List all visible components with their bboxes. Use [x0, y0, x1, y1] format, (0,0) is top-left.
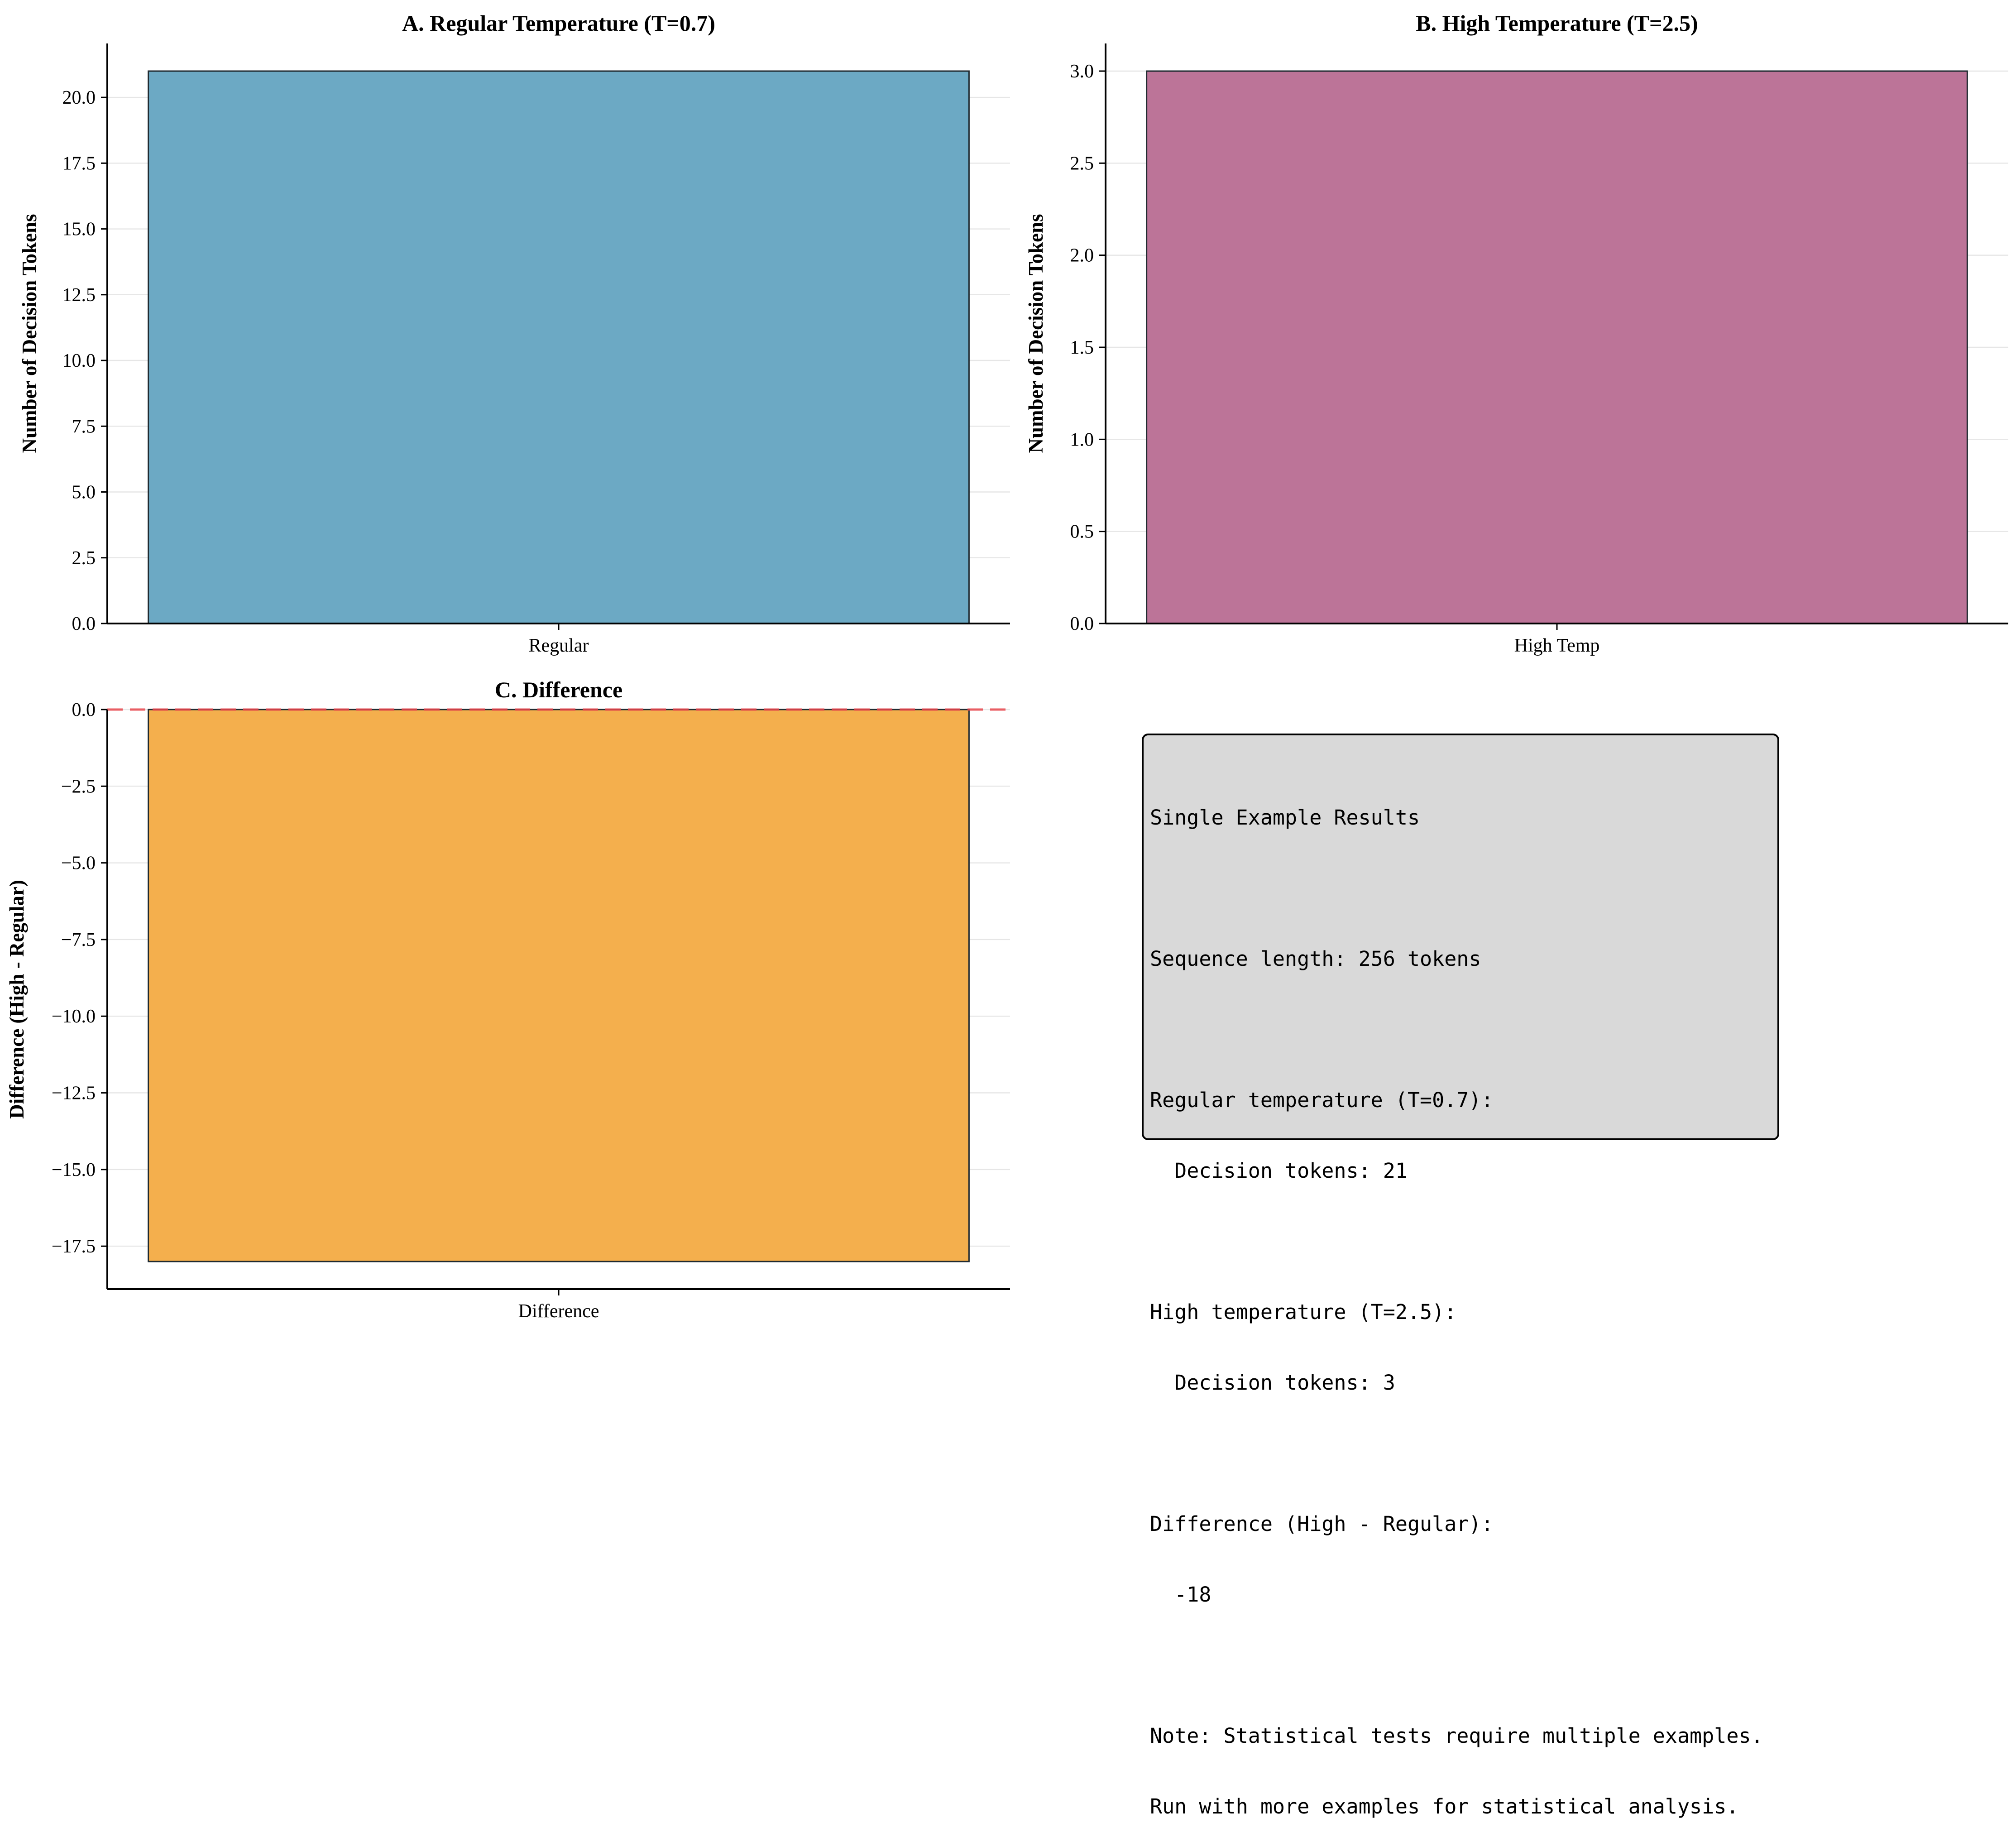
y-tick-label: 2.0: [1070, 245, 1094, 266]
bar-high-temp: [1146, 70, 1968, 624]
summary-line: [1150, 1018, 1777, 1041]
panel-a-chart: 0.0 2.5 5.0 7.5 10.0 12.5 15.0 17.5 20.0 Regular A…: [18, 10, 1010, 656]
y-tick-label: 15.0: [62, 219, 96, 240]
summary-line: [1150, 1442, 1777, 1465]
summary-box: Single Example Results Sequence length: …: [1142, 734, 1779, 1818]
y-tick-label: 10.0: [62, 350, 96, 371]
panel-c-y-axis-label: Difference (High - Regular): [5, 880, 28, 1119]
panel-a-title: A. Regular Temperature (T=0.7): [402, 10, 715, 36]
y-tick-label: 17.5: [62, 153, 96, 174]
y-tick-label: 0.5: [1070, 522, 1094, 542]
summary-line: High temperature (T=2.5):: [1150, 1300, 1457, 1324]
summary-line: [1150, 877, 1777, 900]
y-tick-label: 2.5: [1070, 153, 1094, 174]
y-tick-label: 0.0: [72, 700, 96, 720]
x-tick-label: Difference: [518, 1301, 599, 1322]
y-tick-label: 1.0: [1070, 429, 1094, 450]
summary-line: Note: Statistical tests require multiple…: [1150, 1724, 1763, 1748]
y-tick-label: 0.0: [1070, 614, 1094, 634]
summary-line: [1150, 1230, 1777, 1253]
panel-a-y-axis-label: Number of Decision Tokens: [18, 214, 41, 453]
summary-line: [1150, 1654, 1777, 1677]
summary-line: Single Example Results: [1150, 806, 1420, 830]
y-tick-label: −12.5: [52, 1083, 96, 1104]
summary-line: Decision tokens: 21: [1150, 1159, 1408, 1183]
y-tick-label: 2.5: [72, 548, 96, 569]
y-tick-label: −5.0: [61, 853, 96, 874]
panel-c-title: C. Difference: [495, 677, 623, 702]
summary-line: Regular temperature (T=0.7):: [1150, 1088, 1494, 1112]
y-tick-label: 20.0: [62, 87, 96, 108]
panel-b-y-axis-label: Number of Decision Tokens: [1025, 214, 1047, 453]
y-tick-label: 7.5: [72, 416, 96, 437]
y-tick-label: 1.5: [1070, 337, 1094, 358]
y-tick-label: 3.0: [1070, 61, 1094, 82]
y-tick-label: 5.0: [72, 482, 96, 503]
x-tick-label: Regular: [529, 635, 589, 656]
y-tick-label: 12.5: [62, 285, 96, 306]
panel-b-title: B. High Temperature (T=2.5): [1416, 10, 1698, 36]
y-tick-label: −10.0: [52, 1006, 96, 1027]
y-tick-label: −7.5: [61, 930, 96, 950]
x-tick-label: High Temp: [1514, 635, 1600, 656]
panel-b-chart: 0.0 0.5 1.0 1.5 2.0 2.5 3.0 High Temp B. High Te…: [1025, 10, 2008, 656]
bar-difference: [148, 709, 970, 1262]
summary-line: Difference (High - Regular):: [1150, 1512, 1494, 1536]
figure: 0.0 2.5 5.0 7.5 10.0 12.5 15.0 17.5 20.0 Regular A…: [5, 10, 2008, 1322]
panel-c-chart: 0.0 −2.5 −5.0 −7.5 −10.0 −12.5 −15.0 −17.5 Diffe…: [5, 677, 1010, 1322]
y-tick-label: −17.5: [52, 1236, 96, 1257]
summary-line: Decision tokens: 3: [1150, 1371, 1395, 1395]
y-tick-label: −15.0: [52, 1160, 96, 1180]
summary-line: Run with more examples for statistical a…: [1150, 1794, 1739, 1818]
y-tick-label: −2.5: [61, 776, 96, 797]
bar-regular: [148, 70, 970, 624]
summary-line: Sequence length: 256 tokens: [1150, 947, 1481, 971]
y-tick-label: 0.0: [72, 614, 96, 634]
summary-line: -18: [1150, 1583, 1212, 1607]
